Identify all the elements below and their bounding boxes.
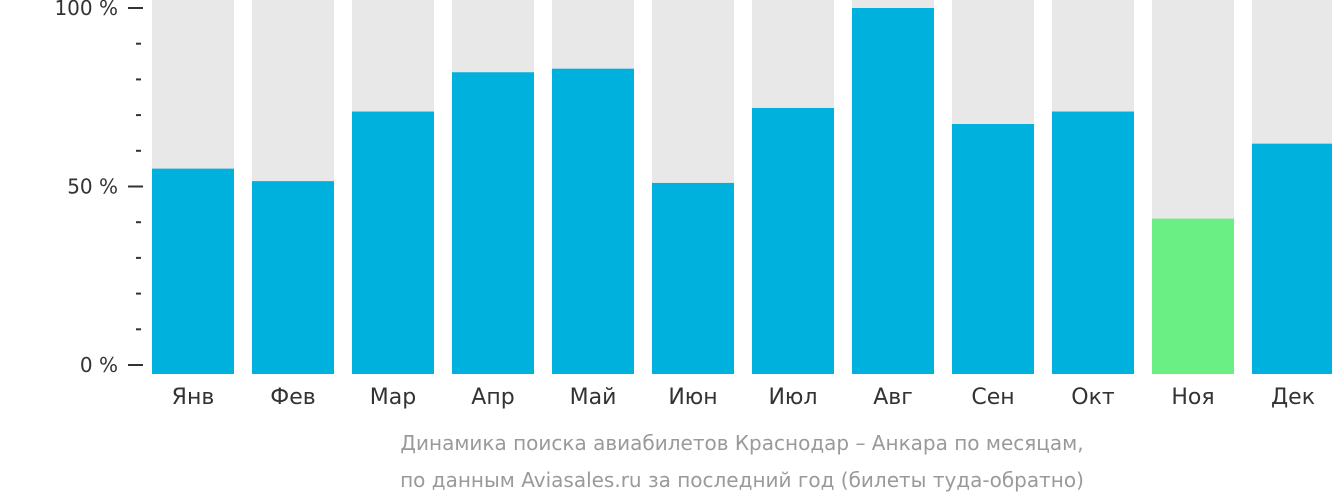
caption-line-1: Динамика поиска авиабилетов Краснодар – … xyxy=(400,431,1084,455)
x-tick-label: Апр xyxy=(471,385,514,410)
x-tick-label: Ноя xyxy=(1171,385,1214,410)
y-tick-label: 50 % xyxy=(67,175,118,199)
y-axis: 0 % 50 % 100 % xyxy=(54,0,143,377)
bar xyxy=(552,68,634,374)
x-tick-label: Авг xyxy=(873,385,913,410)
bar xyxy=(1052,111,1134,374)
bar xyxy=(952,124,1034,375)
x-tick-label: Май xyxy=(570,385,617,410)
bar xyxy=(652,182,734,374)
bar xyxy=(452,72,534,374)
x-tick-label: Янв xyxy=(172,385,215,410)
bar xyxy=(252,181,334,374)
bar xyxy=(852,8,934,374)
bar xyxy=(1252,143,1332,374)
caption-line-2: по данным Aviasales.ru за последний год … xyxy=(400,468,1084,492)
x-tick-label: Мар xyxy=(370,385,416,410)
x-tick-label: Июл xyxy=(768,385,817,410)
x-tick-label: Дек xyxy=(1271,385,1315,410)
x-tick-label: Окт xyxy=(1071,385,1115,410)
y-tick-label: 100 % xyxy=(54,0,118,20)
bar xyxy=(352,111,434,374)
x-tick-label: Сен xyxy=(971,385,1014,410)
bar xyxy=(752,107,834,375)
bar xyxy=(1152,218,1234,374)
y-tick-label: 0 % xyxy=(80,353,118,377)
x-axis-labels: Янв Фев Мар Апр Май Июн Июл Авг Сен Окт Ноя Дек xyxy=(172,385,1315,410)
bar-chart: 0 % 50 % 100 % Янв Фев Мар Апр Май Июн Июл Авг Сен… xyxy=(54,0,1332,410)
bars xyxy=(152,0,1332,375)
x-tick-label: Июн xyxy=(668,385,717,410)
bar xyxy=(152,168,234,374)
x-tick-label: Фев xyxy=(270,385,315,410)
